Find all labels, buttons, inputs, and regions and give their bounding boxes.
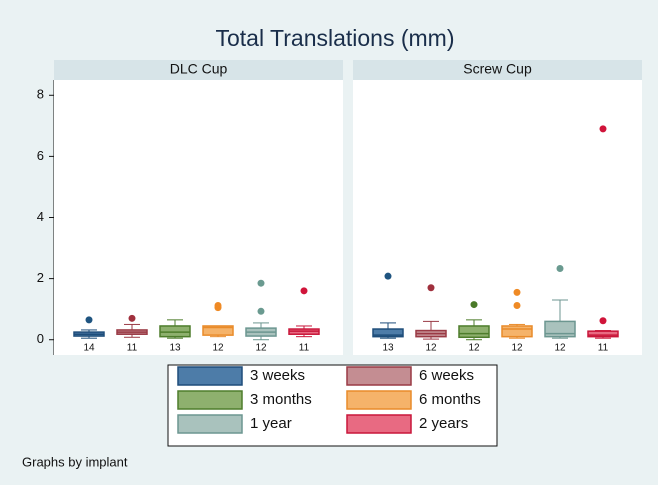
outlier — [128, 314, 136, 322]
outlier — [214, 302, 222, 309]
count-label: 11 — [299, 343, 310, 354]
count-label: 11 — [598, 343, 609, 354]
legend-swatch — [346, 366, 412, 386]
y-tick-label: 6 — [37, 148, 44, 163]
count-label: 12 — [212, 343, 224, 354]
y-tick-label: 0 — [37, 331, 44, 346]
outlier — [85, 316, 93, 324]
y-tick-label: 8 — [37, 87, 44, 102]
outlier — [513, 302, 521, 309]
chart-title: Total Translations (mm) — [215, 25, 454, 51]
outlier — [599, 125, 607, 133]
legend-label: 3 months — [250, 391, 312, 408]
box — [159, 325, 191, 338]
outlier — [556, 265, 564, 273]
outlier — [427, 284, 435, 292]
legend-label: 1 year — [250, 415, 292, 432]
box — [372, 328, 404, 338]
box — [544, 320, 576, 338]
y-tick-label: 4 — [37, 209, 44, 224]
count-label: 12 — [468, 343, 480, 354]
legend-swatch — [346, 390, 412, 410]
box — [202, 325, 234, 336]
outlier — [300, 287, 308, 295]
outlier — [599, 317, 607, 325]
legend-label: 3 weeks — [250, 367, 305, 384]
count-label: 13 — [382, 343, 394, 354]
panel-title: Screw Cup — [463, 61, 532, 77]
outlier — [513, 288, 521, 296]
legend-label: 2 years — [419, 415, 468, 432]
legend-swatch — [177, 390, 243, 410]
note: Graphs by implant — [22, 454, 128, 469]
outlier — [470, 301, 478, 309]
count-label: 12 — [511, 343, 523, 354]
box — [458, 325, 490, 339]
outlier — [257, 307, 265, 315]
outlier — [384, 272, 392, 280]
y-tick-label: 2 — [37, 270, 44, 285]
count-label: 14 — [83, 343, 95, 354]
legend-swatch — [177, 414, 243, 434]
legend-swatch — [346, 414, 412, 434]
box — [501, 325, 533, 338]
legend-label: 6 months — [419, 391, 481, 408]
plot-area — [54, 80, 343, 355]
box — [587, 330, 619, 338]
outlier — [257, 279, 265, 287]
panel-title: DLC Cup — [170, 61, 228, 77]
legend-label: 6 weeks — [419, 367, 474, 384]
count-label: 12 — [255, 343, 267, 354]
legend-swatch — [177, 366, 243, 386]
count-label: 12 — [554, 343, 566, 354]
panel-header — [54, 60, 343, 80]
count-label: 13 — [169, 343, 181, 354]
count-label: 12 — [425, 343, 437, 354]
plot-area — [353, 80, 642, 355]
panel-header — [353, 60, 642, 80]
count-label: 11 — [127, 343, 138, 354]
